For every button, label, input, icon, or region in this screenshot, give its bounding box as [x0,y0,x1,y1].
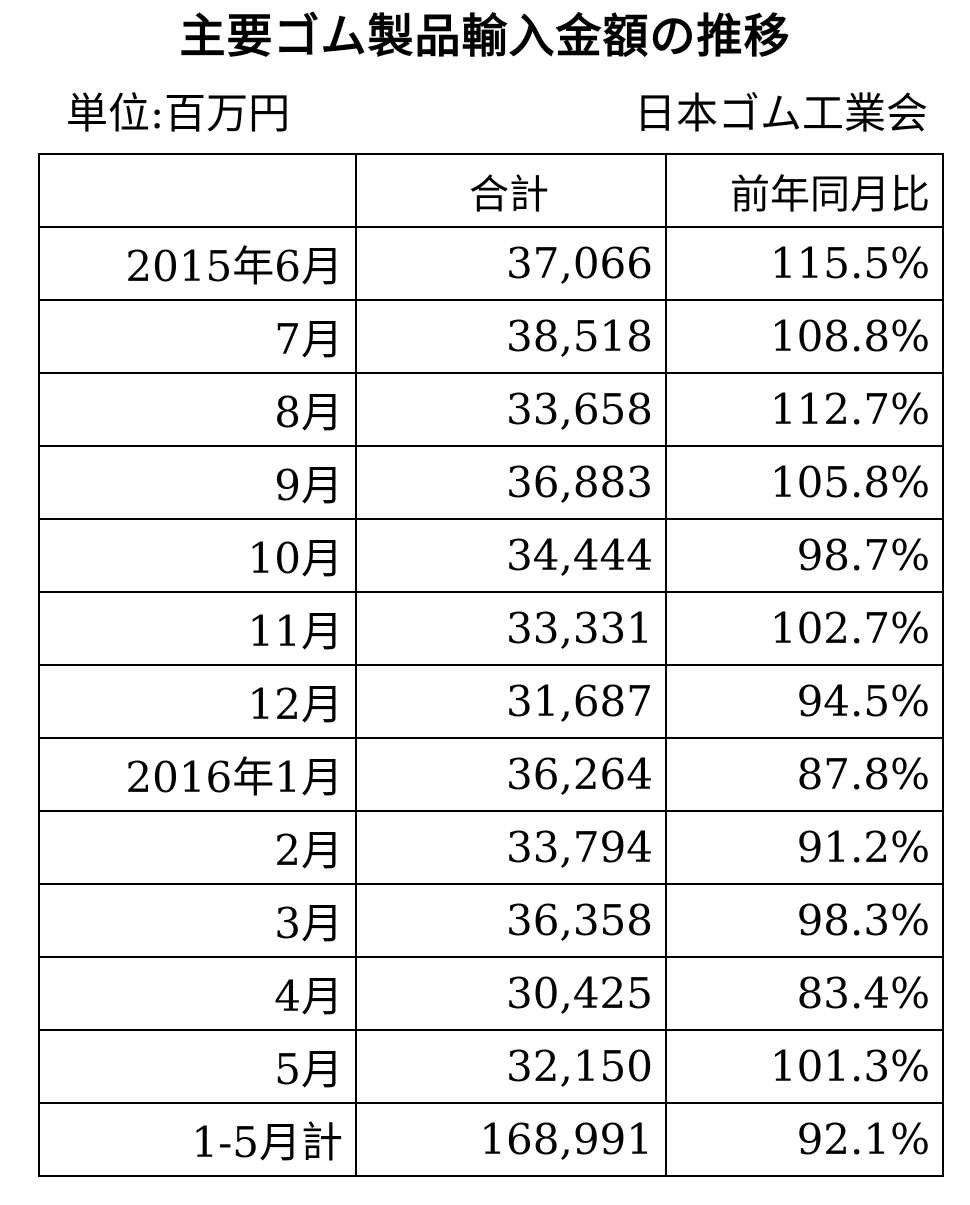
period-cell: 5月 [38,1029,357,1104]
source-label: 日本ゴム工業会 [633,89,928,138]
yoy-cell: 102.7% [665,591,944,666]
total-cell: 37,066 [355,226,667,301]
table-row: 8月 33,658 112.7% [38,372,944,447]
header-row: 合計 前年同月比 [38,153,944,228]
yoy-cell: 115.5% [665,226,944,301]
total-cell: 33,331 [355,591,667,666]
total-cell: 30,425 [355,956,667,1031]
table-row: 12月 31,687 94.5% [38,664,944,739]
yoy-cell: 101.3% [665,1029,944,1104]
total-row: 1-5月計 168,991 92.1% [38,1102,944,1177]
period-cell: 2月 [38,810,357,885]
period-cell: 10月 [38,518,357,593]
yoy-cell: 108.8% [665,299,944,374]
yoy-cell: 94.5% [665,664,944,739]
yoy-cell: 87.8% [665,737,944,812]
period-cell: 2015年6月 [38,226,357,301]
yoy-cell: 91.2% [665,810,944,885]
yoy-cell: 92.1% [665,1102,944,1177]
page-title: 主要ゴム製品輸入金額の推移 [179,9,791,63]
total-cell: 31,687 [355,664,667,739]
period-cell: 3月 [38,883,357,958]
period-cell: 8月 [38,372,357,447]
table-row: 10月 34,444 98.7% [38,518,944,593]
total-cell: 36,264 [355,737,667,812]
table-row: 2月 33,794 91.2% [38,810,944,885]
table-row: 5月 32,150 101.3% [38,1029,944,1104]
total-cell: 34,444 [355,518,667,593]
table-row: 4月 30,425 83.4% [38,956,944,1031]
period-cell: 12月 [38,664,357,739]
table-row: 7月 38,518 108.8% [38,299,944,374]
unit-label: 単位:百万円 [66,89,291,138]
total-cell: 33,658 [355,372,667,447]
table-row: 9月 36,883 105.8% [38,445,944,520]
total-cell: 168,991 [355,1102,667,1177]
period-cell: 7月 [38,299,357,374]
yoy-cell: 105.8% [665,445,944,520]
period-cell: 9月 [38,445,357,520]
import-table: 合計 前年同月比 2015年6月 37,066 115.5% 7月 38,518… [38,153,944,1177]
period-cell: 2016年1月 [38,737,357,812]
header-yoy: 前年同月比 [665,153,944,228]
yoy-cell: 83.4% [665,956,944,1031]
period-cell: 1-5月計 [38,1102,357,1177]
yoy-cell: 112.7% [665,372,944,447]
yoy-cell: 98.3% [665,883,944,958]
total-cell: 33,794 [355,810,667,885]
header-period [38,153,357,228]
period-cell: 4月 [38,956,357,1031]
table-row: 3月 36,358 98.3% [38,883,944,958]
total-cell: 36,883 [355,445,667,520]
table-row: 11月 33,331 102.7% [38,591,944,666]
header-total: 合計 [355,153,667,228]
total-cell: 38,518 [355,299,667,374]
total-cell: 36,358 [355,883,667,958]
table-row: 2016年1月 36,264 87.8% [38,737,944,812]
period-cell: 11月 [38,591,357,666]
total-cell: 32,150 [355,1029,667,1104]
table-row: 2015年6月 37,066 115.5% [38,226,944,301]
yoy-cell: 98.7% [665,518,944,593]
